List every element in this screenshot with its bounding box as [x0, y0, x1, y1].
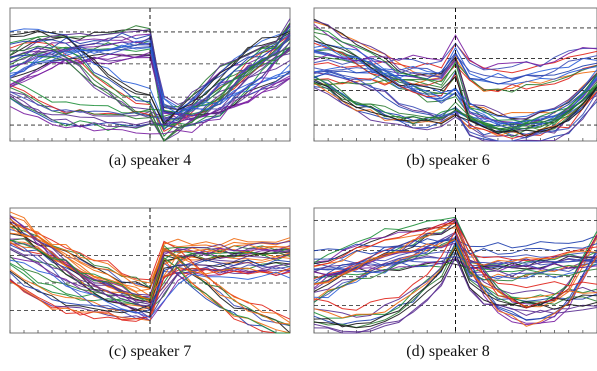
- series-line: [313, 61, 597, 93]
- series-line: [9, 35, 291, 137]
- series-line: [313, 53, 597, 79]
- series-line: [9, 44, 291, 115]
- panel-speaker-4: [9, 7, 291, 142]
- series-line: [313, 34, 597, 70]
- series-line: [313, 87, 597, 139]
- series-line: [313, 28, 597, 124]
- caption-speaker-8: (d) speaker 8: [406, 343, 490, 360]
- series-line: [9, 223, 291, 324]
- series-line: [313, 44, 597, 119]
- panel-speaker-7: [9, 207, 291, 334]
- series-line: [313, 80, 597, 134]
- series-line: [9, 259, 291, 314]
- series-line: [313, 46, 597, 81]
- series-line: [313, 241, 597, 325]
- series-line: [313, 239, 597, 260]
- panel-speaker-6: [313, 7, 597, 142]
- series-line: [9, 49, 291, 135]
- series-line: [313, 246, 597, 328]
- series-line: [9, 259, 291, 314]
- series-line: [9, 25, 291, 115]
- panel-speaker-8: [313, 207, 597, 334]
- series-line: [9, 38, 291, 120]
- series-line: [313, 242, 597, 324]
- series-line: [9, 45, 291, 142]
- series-line: [9, 259, 291, 318]
- caption-speaker-7: (c) speaker 7: [108, 343, 192, 360]
- caption-speaker-6: (b) speaker 6: [406, 152, 490, 169]
- series-line: [313, 232, 597, 321]
- caption-speaker-4: (a) speaker 4: [108, 152, 192, 169]
